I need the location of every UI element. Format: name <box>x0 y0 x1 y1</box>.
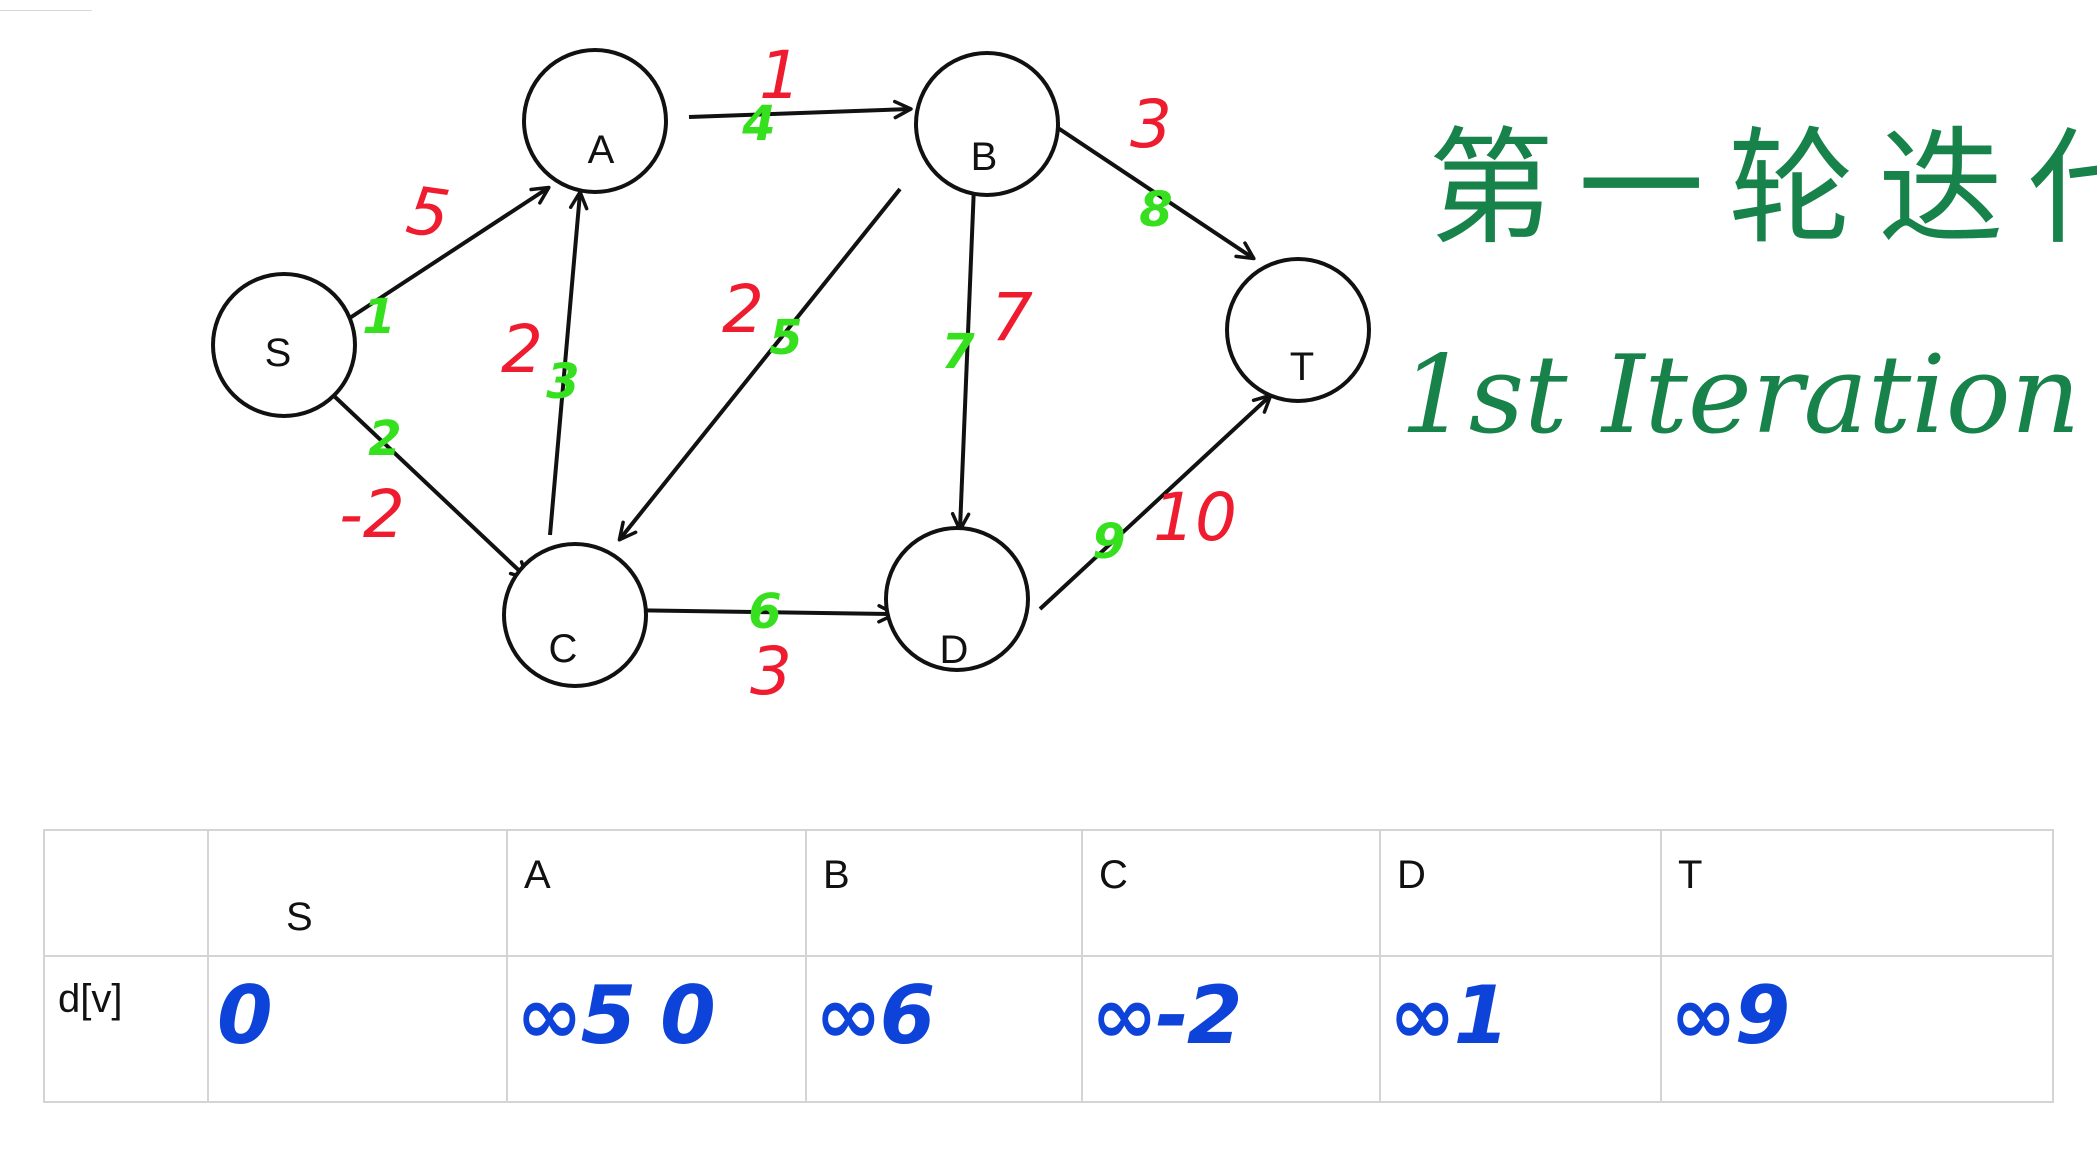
distance-cell: ∞6 <box>805 955 1083 1103</box>
edge-c-a <box>548 190 589 536</box>
node-label: B <box>971 135 998 179</box>
distance-t: ∞9 <box>1670 969 1790 1062</box>
table-header-cell: C <box>1081 829 1381 957</box>
order-a-b: 4 <box>741 96 775 152</box>
edge-b-t <box>1035 112 1256 261</box>
distance-table: S A B C D T d[v] 0 ∞5 0 ∞6 ∞-2 ∞1 ∞9 <box>43 829 2054 1103</box>
weight-b-t: 3 <box>1130 86 1172 163</box>
weight-s-a: 5 <box>402 172 454 254</box>
node-a: A <box>522 48 668 194</box>
weight-c-d: 3 <box>750 633 792 710</box>
row-label: d[v] <box>58 977 123 1021</box>
column-label-a: A <box>524 853 551 897</box>
node-label: S <box>265 331 292 375</box>
weight-d-t: 10 <box>1153 479 1237 556</box>
table-header-cell: D <box>1379 829 1662 957</box>
order-s-c: 2 <box>368 411 401 467</box>
edge-b-d <box>950 185 976 532</box>
column-label-b: B <box>823 853 850 897</box>
edge-s-a <box>334 185 551 329</box>
table-header-cell: A <box>506 829 807 957</box>
column-label-d: D <box>1397 853 1426 897</box>
table-header-cell: S <box>207 829 508 957</box>
node-label: C <box>549 627 578 671</box>
weight-c-a: 2 <box>501 311 543 388</box>
distance-cell: 0 <box>207 955 508 1103</box>
top-divider <box>0 10 92 11</box>
edge-d-t <box>1038 393 1273 611</box>
table-corner-cell <box>43 829 209 957</box>
node-b: B <box>914 51 1060 197</box>
weight-s-c: -2 <box>339 476 405 553</box>
distance-cell: ∞9 <box>1660 955 2054 1103</box>
edge-s-c <box>331 393 530 581</box>
table-row: d[v] 0 ∞5 0 ∞6 ∞-2 ∞1 ∞9 <box>43 955 2054 1103</box>
order-s-a: 1 <box>362 289 395 345</box>
node-d: D <box>884 526 1030 672</box>
order-d-t: 9 <box>1092 514 1125 570</box>
node-label: T <box>1290 345 1314 389</box>
distance-s: 0 <box>217 969 273 1062</box>
node-t: T <box>1225 257 1371 403</box>
edge-b-c <box>617 187 902 542</box>
distance-cell: ∞-2 <box>1081 955 1381 1103</box>
distance-c: ∞-2 <box>1091 969 1243 1062</box>
weight-a-b: 1 <box>759 37 801 114</box>
edge-c-d <box>613 604 897 624</box>
table-header-cell: B <box>805 829 1083 957</box>
order-c-d: 6 <box>748 584 781 640</box>
weight-b-d: 7 <box>991 279 1033 356</box>
edge-a-b <box>688 99 913 120</box>
node-label: A <box>588 128 615 172</box>
column-label-c: C <box>1099 853 1128 897</box>
distance-cell: ∞1 <box>1379 955 1662 1103</box>
order-b-d: 7 <box>941 324 975 380</box>
distance-d: ∞1 <box>1389 969 1509 1062</box>
order-c-a: 3 <box>546 354 579 410</box>
node-s: S <box>211 272 357 418</box>
node-c: C <box>502 542 648 688</box>
column-label-s: S <box>286 895 313 939</box>
distance-a: ∞5 0 <box>516 969 716 1062</box>
node-label: D <box>940 628 969 672</box>
weight-b-c: 2 <box>722 271 764 348</box>
row-header-cell: d[v] <box>43 955 209 1103</box>
table-header-cell: T <box>1660 829 2054 957</box>
title-chinese: 第一轮迭代 <box>1428 115 2097 262</box>
order-b-t: 8 <box>1139 182 1172 238</box>
title-english: 1st Iteration <box>1400 333 2080 458</box>
distance-cell: ∞5 0 <box>506 955 807 1103</box>
table-header-row: S A B C D T <box>43 829 2054 957</box>
distance-b: ∞6 <box>815 969 935 1062</box>
order-b-c: 5 <box>769 310 802 366</box>
column-label-t: T <box>1678 853 1703 897</box>
